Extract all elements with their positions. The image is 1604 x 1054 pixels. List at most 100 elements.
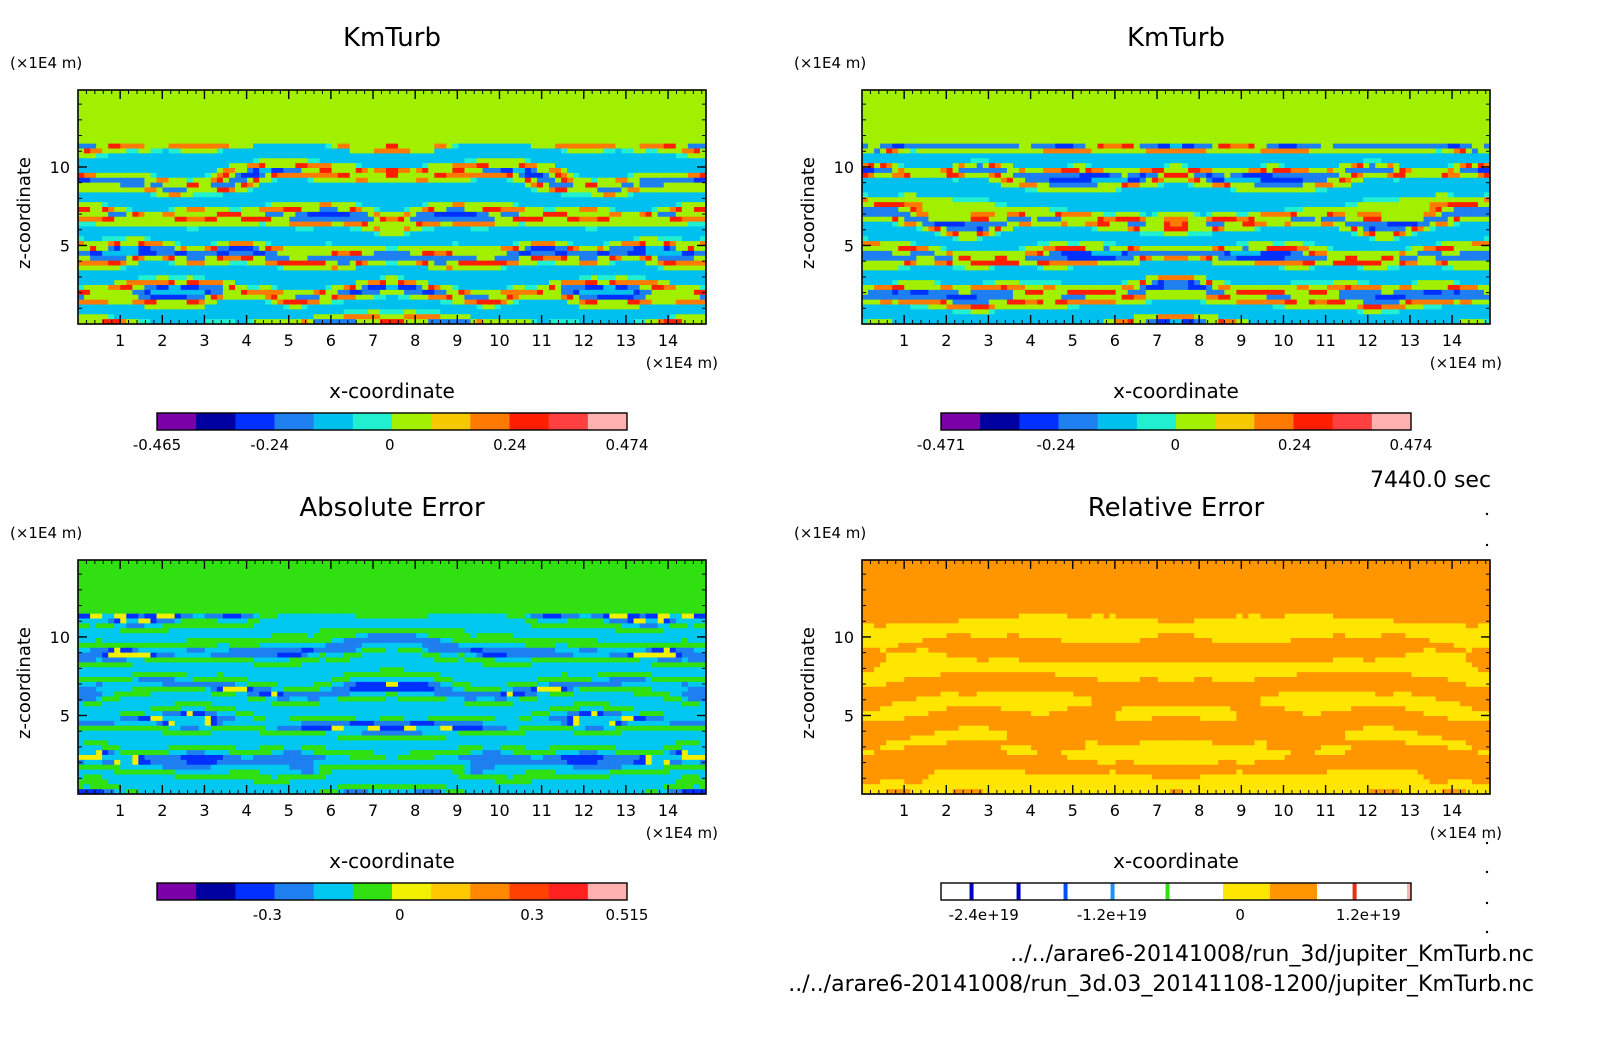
x-tick-label: 10	[1273, 331, 1293, 350]
x-tick-label: 8	[410, 331, 420, 350]
colorbar-segment	[157, 413, 196, 430]
colorbar-tick-label: 0.474	[1390, 436, 1433, 454]
colorbar-segment	[235, 883, 274, 900]
colorbar-segment	[353, 883, 392, 900]
x-tick-label: 14	[1442, 331, 1462, 350]
colorbar-tick-label: -0.465	[133, 436, 181, 454]
colorbar-segment	[235, 413, 274, 430]
colorbar-segment	[157, 883, 196, 900]
colorbar-segment	[1254, 413, 1293, 430]
x-tick-label: 12	[1358, 801, 1378, 820]
x-tick-label: 4	[241, 801, 251, 820]
x-tick-label: 9	[452, 801, 462, 820]
colorbar: -0.471 -0.24 0 0.24 0.474	[917, 413, 1433, 454]
x-tick-label: 8	[410, 801, 420, 820]
colorbar-segment	[1333, 413, 1372, 430]
colorbar-segment	[549, 413, 588, 430]
panel-title: KmTurb	[1127, 23, 1225, 53]
colorbar-mark	[1111, 883, 1115, 900]
x-tick-label: 2	[941, 801, 951, 820]
x-axis-label: x-coordinate	[1113, 379, 1239, 403]
file-path-1: ../../arare6-20141008/run_3d/jupiter_KmT…	[1010, 942, 1534, 967]
y-unit-label: (×1E4 m)	[10, 54, 82, 72]
colorbar-segment	[196, 883, 235, 900]
x-tick-label: 9	[452, 331, 462, 350]
field-2	[862, 90, 1490, 324]
colorbar-segment	[1082, 883, 1129, 900]
x-tick-label: 10	[1273, 801, 1293, 820]
x-tick-label: 6	[1110, 331, 1120, 350]
colorbar-segment	[314, 883, 353, 900]
y-tick-label: 10	[834, 158, 854, 177]
x-tick-label: 13	[1400, 801, 1420, 820]
x-axis-label: x-coordinate	[329, 379, 455, 403]
x-tick-label: 12	[574, 331, 594, 350]
colorbar-tick-label: 0.515	[606, 906, 649, 924]
colorbar-segment	[980, 413, 1019, 430]
x-tick-label: 11	[1315, 801, 1335, 820]
x-tick-label: 11	[1315, 331, 1335, 350]
colorbar-segment	[196, 413, 235, 430]
colorbar-segment	[941, 883, 988, 900]
colorbar-segment	[314, 413, 353, 430]
x-tick-label: 13	[616, 801, 636, 820]
colorbar-tick-label: 0	[395, 906, 405, 924]
colorbar-tick-label: -0.471	[917, 436, 965, 454]
colorbar-mark	[1017, 883, 1021, 900]
x-tick-label: 11	[531, 801, 551, 820]
colorbar-segment	[988, 883, 1035, 900]
x-tick-label: 6	[1110, 801, 1120, 820]
x-tick-label: 8	[1194, 801, 1204, 820]
x-tick-label: 11	[531, 331, 551, 350]
x-tick-label: 3	[199, 331, 209, 350]
x-tick-label: 5	[1068, 801, 1078, 820]
edge-dot	[1486, 871, 1488, 873]
x-axis-label: x-coordinate	[329, 849, 455, 873]
x-tick-label: 1	[899, 801, 909, 820]
x-tick-label: 14	[658, 801, 678, 820]
colorbar-segment	[353, 413, 392, 430]
y-unit-label: (×1E4 m)	[794, 524, 866, 542]
x-tick-label: 5	[284, 331, 294, 350]
colorbar-tick-label: -0.24	[1036, 436, 1075, 454]
colorbar-segment	[1035, 883, 1082, 900]
colorbar-segment	[510, 883, 549, 900]
colorbar-segment	[588, 883, 627, 900]
colorbar: -0.465 -0.24 0 0.24 0.474	[133, 413, 649, 454]
x-tick-label: 3	[983, 801, 993, 820]
colorbar-segment	[431, 413, 470, 430]
colorbar-tick-label: -1.2e+19	[1077, 906, 1147, 924]
colorbar-segment	[392, 413, 431, 430]
x-tick-label: 1	[115, 331, 125, 350]
y-tick-label: 5	[60, 706, 70, 725]
x-tick-label: 3	[983, 331, 993, 350]
colorbar: -0.3 0 0.3 0.515	[157, 883, 648, 924]
colorbar-tick-label: 0	[1235, 906, 1245, 924]
x-tick-label: 14	[1442, 801, 1462, 820]
x-tick-label: 9	[1236, 801, 1246, 820]
colorbar-mark	[970, 883, 974, 900]
file-path-2: ../../arare6-20141008/run_3d.03_20141108…	[788, 972, 1534, 997]
edge-dot	[1486, 513, 1488, 515]
x-tick-label: 9	[1236, 331, 1246, 350]
colorbar-segment	[275, 883, 314, 900]
colorbar-segment	[588, 413, 627, 430]
x-tick-label: 2	[157, 331, 167, 350]
colorbar-tick-label: 0.24	[493, 436, 526, 454]
x-axis-label: x-coordinate	[1113, 849, 1239, 873]
x-tick-label: 8	[1194, 331, 1204, 350]
x-tick-label: 6	[326, 801, 336, 820]
panel-title: KmTurb	[343, 23, 441, 53]
colorbar-tick-label: -0.3	[253, 906, 282, 924]
colorbar-segment	[470, 883, 509, 900]
colorbar-segment	[1294, 413, 1333, 430]
colorbar-tick-label: 0.24	[1278, 436, 1311, 454]
colorbar-mark	[1166, 883, 1170, 900]
colorbar-segment	[470, 413, 509, 430]
x-tick-label: 10	[489, 801, 509, 820]
colorbar-tick-label: 0.474	[606, 436, 649, 454]
panel-title: Relative Error	[1088, 493, 1265, 523]
